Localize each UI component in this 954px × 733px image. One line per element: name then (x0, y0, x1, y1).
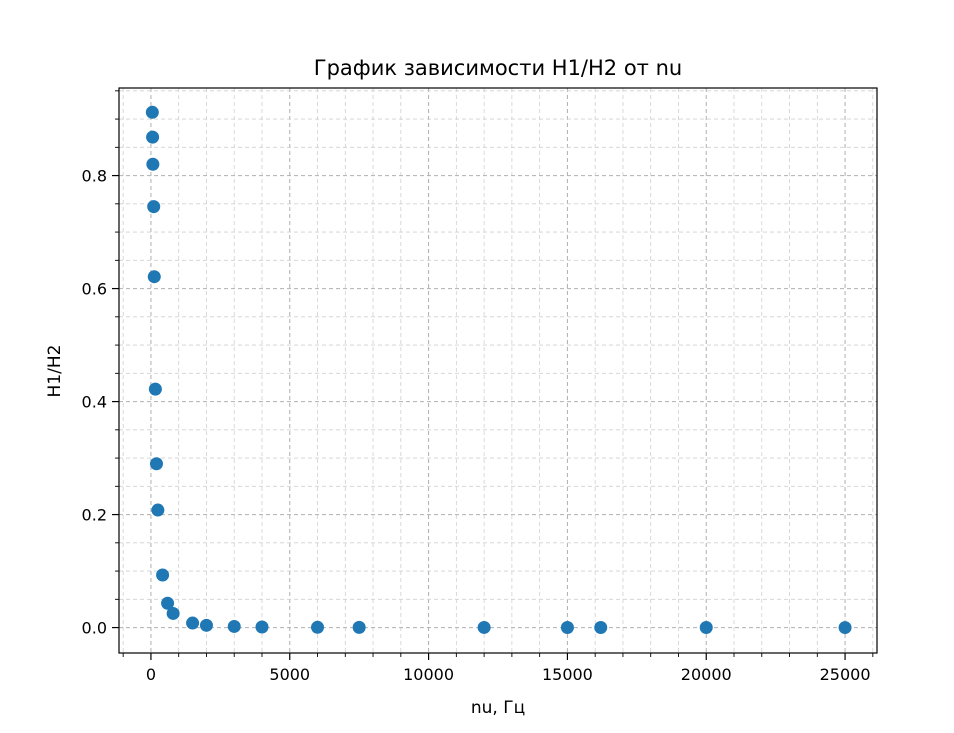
data-point (146, 130, 160, 144)
data-point (699, 621, 713, 635)
data-point (227, 619, 241, 633)
x-tick-label: 20000 (681, 665, 732, 684)
data-points (145, 105, 852, 635)
y-tick-label: 0.6 (82, 280, 107, 299)
data-point (147, 200, 161, 214)
x-axis-label: nu, Гц (471, 698, 525, 718)
plot-frame (118, 87, 878, 654)
data-point (477, 620, 491, 634)
data-point (311, 620, 325, 634)
data-point (838, 621, 852, 635)
grid (119, 88, 877, 653)
data-point (255, 620, 269, 634)
data-point (594, 621, 608, 635)
data-point (146, 157, 160, 171)
x-tick-label: 5000 (269, 665, 310, 684)
x-tick-label: 15000 (542, 665, 593, 684)
data-point (199, 618, 213, 632)
y-axis-label: H1/H2 (45, 345, 65, 398)
y-tick-label: 0.4 (82, 393, 107, 412)
data-point (147, 270, 161, 284)
data-point (145, 105, 159, 119)
data-point (161, 596, 175, 610)
x-tick-label: 0 (146, 665, 156, 684)
axis-ticks: 0 5000 10000 15000 20000 25000 0.0 0.2 0.4 0.6 0.8 (82, 90, 874, 684)
y-tick-label: 0.8 (82, 167, 107, 186)
data-point (156, 568, 170, 582)
x-tick-label: 25000 (820, 665, 871, 684)
data-point (352, 620, 366, 634)
chart-title: График зависимости H1/H2 от nu (314, 56, 682, 80)
y-tick-label: 0.2 (82, 506, 107, 525)
data-point (148, 382, 162, 396)
data-point (151, 503, 165, 517)
data-point (166, 606, 180, 620)
data-point (149, 457, 163, 471)
data-point (560, 621, 574, 635)
x-tick-label: 10000 (403, 665, 454, 684)
y-tick-label: 0.0 (82, 619, 107, 638)
data-point (186, 616, 200, 630)
